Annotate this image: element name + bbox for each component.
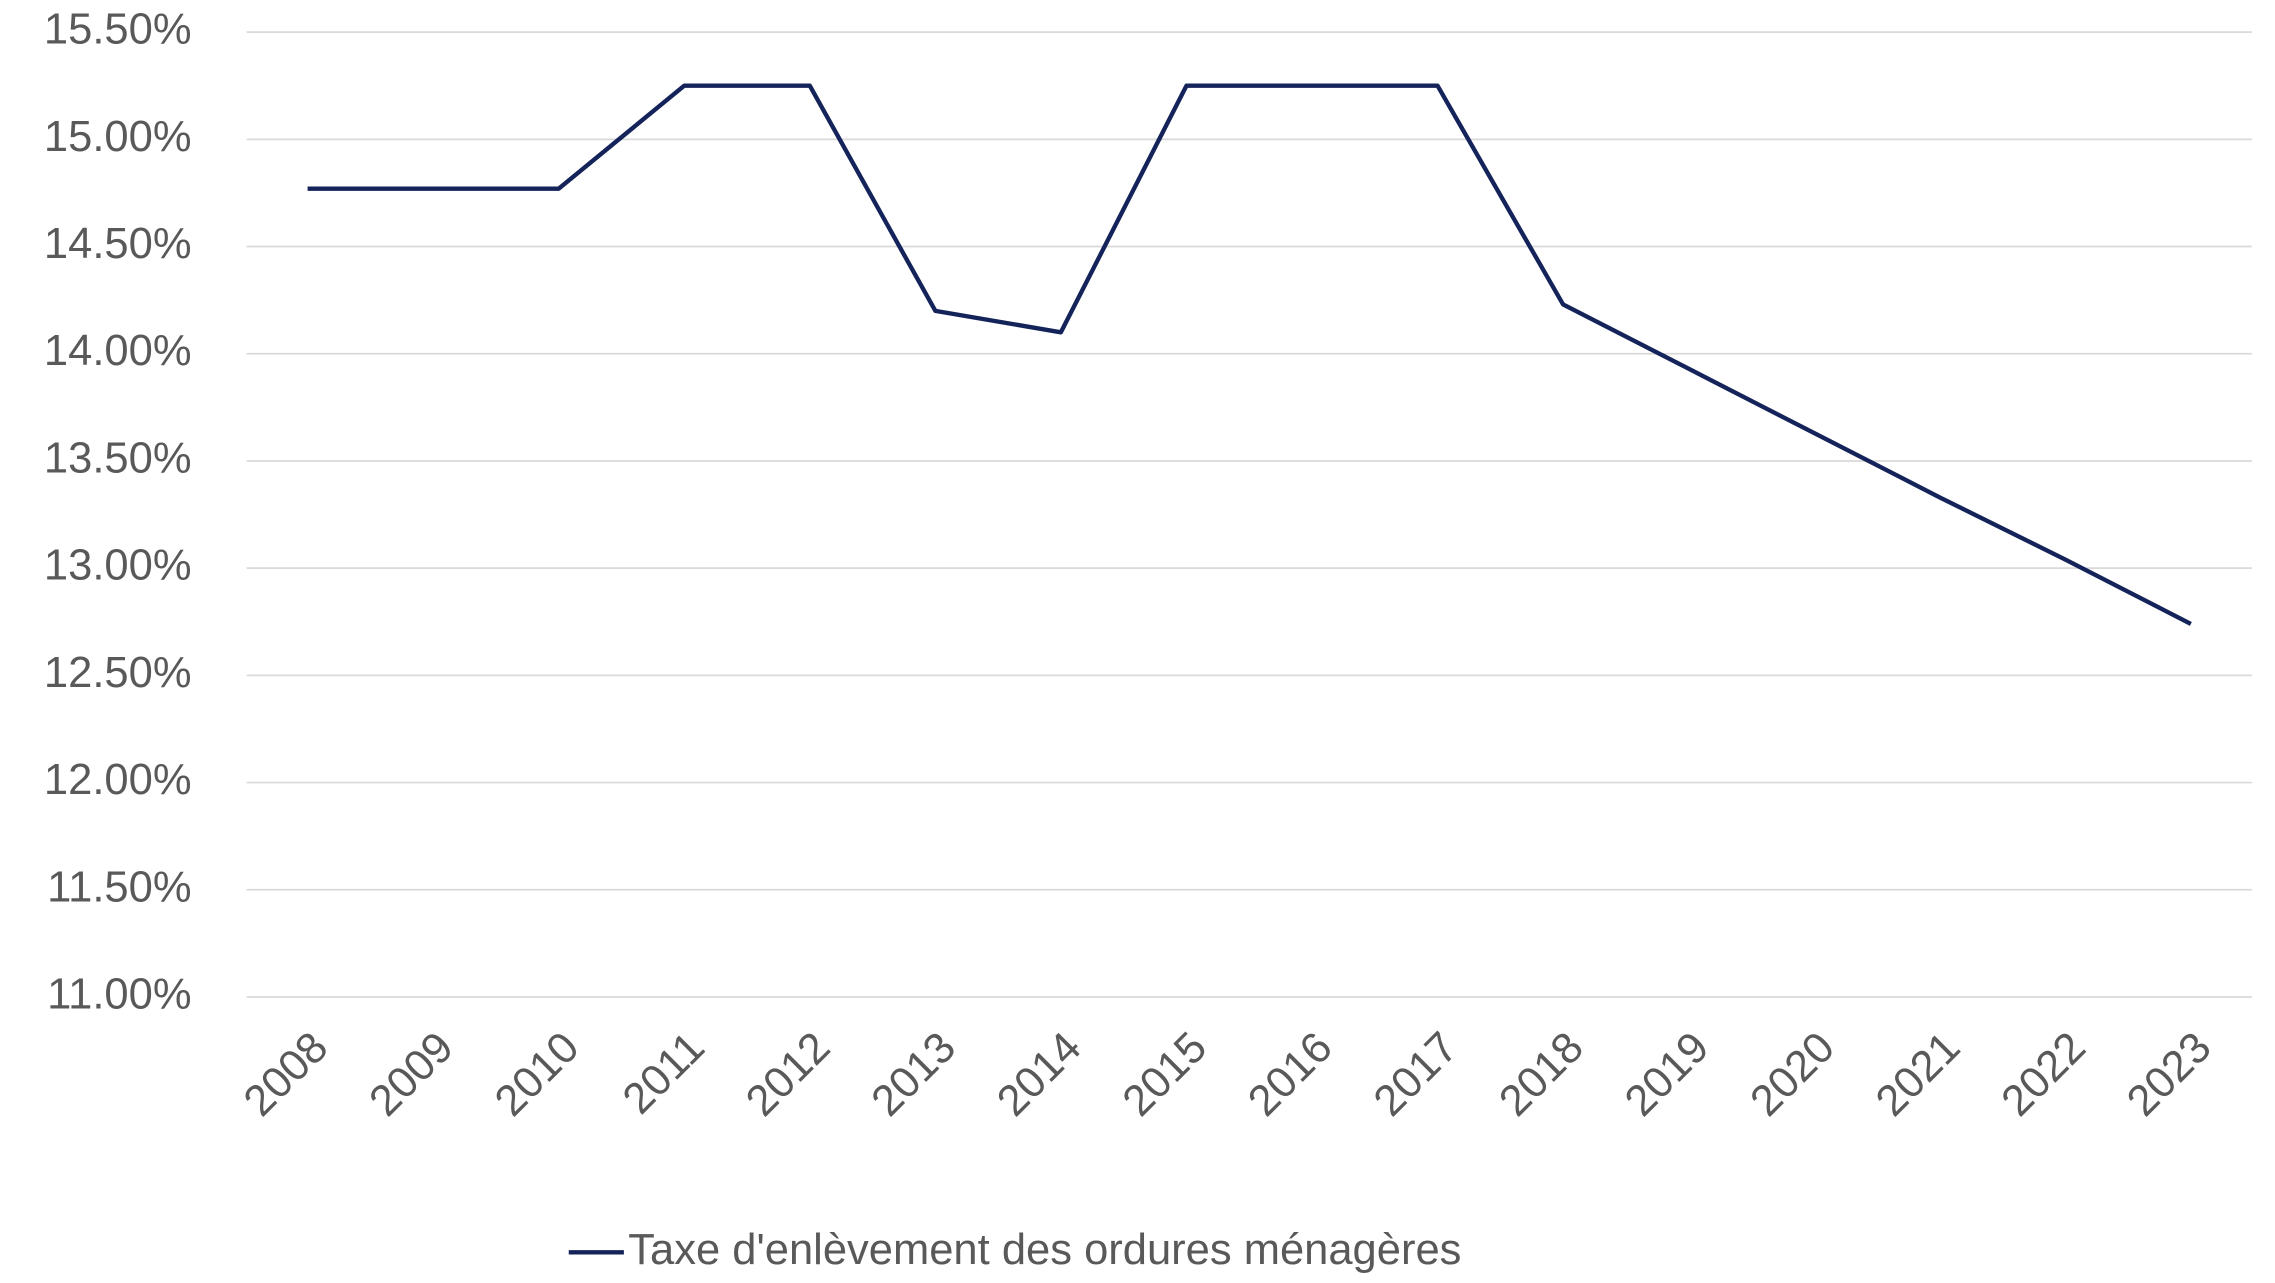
x-tick-label: 2009 xyxy=(360,1023,462,1125)
y-tick-label: 15.00% xyxy=(44,113,192,161)
x-tick-label: 2019 xyxy=(1616,1023,1718,1125)
x-tick-label: 2018 xyxy=(1490,1023,1592,1125)
y-tick-label: 14.00% xyxy=(44,327,192,375)
y-tick-label: 13.00% xyxy=(44,542,192,590)
x-tick-label: 2010 xyxy=(486,1023,588,1125)
y-tick-label: 11.00% xyxy=(47,970,191,1018)
y-tick-label: 13.50% xyxy=(44,434,192,482)
x-tick-label: 2013 xyxy=(863,1023,965,1125)
x-tick-label: 2016 xyxy=(1239,1023,1341,1125)
y-tick-label: 11.50% xyxy=(47,863,191,911)
y-tick-label: 14.50% xyxy=(44,220,192,268)
y-tick-label: 15.50% xyxy=(44,6,192,54)
x-tick-label: 2023 xyxy=(2118,1023,2220,1125)
x-tick-label: 2020 xyxy=(1742,1023,1844,1125)
x-tick-label: 2014 xyxy=(988,1023,1090,1125)
x-tick-label: 2015 xyxy=(1114,1023,1216,1125)
x-tick-label: 2012 xyxy=(737,1023,839,1125)
y-tick-label: 12.00% xyxy=(44,756,192,804)
y-tick-label: 12.50% xyxy=(44,649,192,697)
x-tick-label: 2022 xyxy=(1993,1023,2095,1125)
x-tick-label: 2008 xyxy=(235,1023,337,1125)
x-tick-label: 2017 xyxy=(1365,1023,1467,1125)
legend-label: Taxe d'enlèvement des ordures ménagères xyxy=(628,1226,1461,1274)
x-tick-label: 2021 xyxy=(1867,1023,1969,1125)
data-line xyxy=(307,83,2192,626)
x-tick-label: 2011 xyxy=(614,1023,714,1123)
